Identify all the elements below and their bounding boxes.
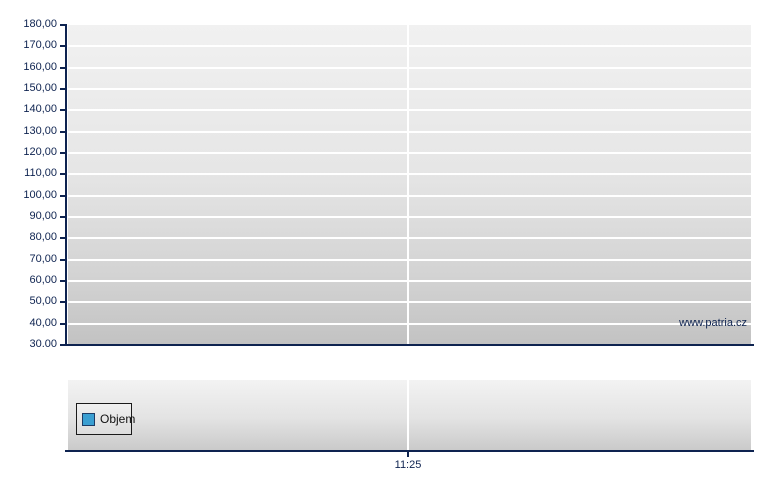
y-axis-tick	[60, 258, 65, 261]
y-axis-label: 170,00	[23, 39, 57, 52]
y-axis-label: 160,00	[23, 60, 57, 73]
y-axis-tick	[60, 130, 65, 133]
x-axis-label: 11:25	[394, 459, 422, 471]
horizontal-gridline	[68, 45, 751, 48]
horizontal-gridline	[68, 237, 751, 240]
horizontal-gridline	[68, 66, 751, 69]
y-axis-tick	[60, 88, 65, 90]
horizontal-gridline	[68, 216, 751, 218]
x-axis-line	[65, 450, 754, 452]
horizontal-gridline	[68, 173, 751, 176]
volume-series-marker-icon	[82, 412, 95, 426]
horizontal-gridline	[68, 152, 751, 154]
y-axis-label: 80,00	[29, 231, 57, 244]
horizontal-gridline	[68, 322, 751, 325]
y-axis-label: 90,00	[29, 210, 57, 222]
y-axis-label: 40,00	[29, 316, 57, 329]
y-axis-tick	[60, 280, 65, 282]
horizontal-gridline	[68, 280, 751, 282]
y-axis-tick	[60, 237, 65, 240]
y-axis-tick	[60, 173, 65, 176]
y-axis-label: 110,00	[24, 167, 57, 180]
y-axis-tick	[60, 152, 65, 154]
price-plot-area	[68, 25, 751, 345]
y-axis-label: 180,00	[23, 18, 57, 30]
horizontal-gridline	[68, 130, 751, 133]
legend-label: Objem	[100, 412, 136, 426]
y-axis-label: 150,00	[23, 82, 57, 94]
x-axis-tick	[407, 452, 409, 457]
y-axis-tick	[60, 301, 65, 304]
y-axis-label: 140,00	[23, 103, 57, 116]
y-axis-label: 100,00	[23, 188, 57, 201]
watermark: www.patria.cz	[679, 317, 747, 329]
y-axis-label: 30.00	[29, 338, 57, 350]
vertical-gridline	[407, 25, 409, 345]
y-axis-tick	[60, 24, 65, 26]
y-axis-label: 50,00	[29, 295, 57, 308]
horizontal-gridline	[68, 301, 751, 304]
volume-plot-area: Objem	[68, 380, 751, 450]
horizontal-gridline	[68, 88, 751, 90]
y-axis-tick	[60, 344, 65, 346]
horizontal-gridline	[68, 258, 751, 261]
y-axis-tick	[60, 45, 65, 48]
y-axis-label: 130,00	[23, 124, 57, 137]
vertical-gridline	[407, 380, 409, 450]
y-axis-tick	[60, 216, 65, 218]
y-axis-label: 60,00	[29, 274, 57, 286]
y-axis-tick	[60, 109, 65, 112]
horizontal-gridline	[68, 109, 751, 112]
price-chart-baseline	[65, 344, 754, 346]
y-axis-tick	[60, 194, 65, 197]
y-axis-line	[65, 24, 67, 346]
y-axis-tick	[60, 322, 65, 325]
y-axis-label: 120,00	[23, 146, 57, 158]
horizontal-gridline	[68, 194, 751, 197]
y-axis-label: 70,00	[29, 252, 57, 265]
legend-box: Objem	[76, 403, 136, 435]
y-axis-tick	[60, 66, 65, 69]
